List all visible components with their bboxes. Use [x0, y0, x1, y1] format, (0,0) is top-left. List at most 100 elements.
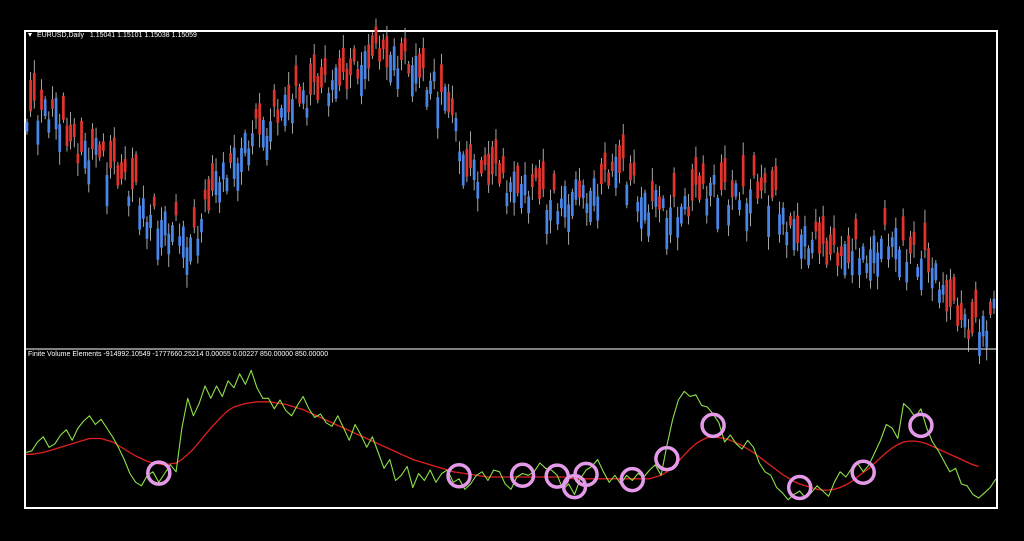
bull-candle [443, 86, 447, 111]
bear-candle [134, 154, 138, 182]
bear-candle [538, 167, 541, 199]
bull-candle [334, 67, 338, 99]
bear-candle [672, 172, 676, 197]
bear-candle [374, 26, 378, 44]
bear-candle [501, 156, 505, 173]
bull-candle [589, 190, 592, 222]
bull-candle [280, 108, 283, 118]
bull-candle [240, 148, 243, 172]
bear-candle [207, 179, 211, 211]
bull-candle [563, 186, 567, 218]
bear-candle [901, 216, 905, 241]
bull-candle [251, 133, 254, 147]
bear-candle [400, 43, 403, 60]
bear-candle [320, 67, 323, 88]
bull-candle [596, 196, 600, 221]
bear-candle [909, 236, 912, 254]
bear-candle [469, 144, 472, 169]
bull-candle [410, 65, 414, 97]
bull-candle [200, 219, 203, 233]
bull-candle [283, 94, 287, 126]
bear-candle [490, 146, 494, 175]
crossing-marker [786, 474, 813, 501]
bull-candle [138, 205, 142, 230]
bull-candle [843, 244, 847, 276]
bull-candle [592, 178, 596, 206]
bull-candle [545, 210, 549, 234]
bull-candle [792, 218, 796, 251]
bear-candle [541, 161, 545, 190]
bear-candle [912, 231, 916, 245]
bear-candle [600, 163, 603, 184]
bull-candle [178, 236, 182, 246]
bull-candle [305, 108, 309, 118]
bull-candle [523, 174, 527, 196]
bull-candle [887, 246, 890, 260]
ohlc-label: 1.15041 1.15101 1.15038 1.15059 [89, 32, 197, 39]
bull-candle [799, 234, 803, 259]
bear-candle [32, 73, 36, 101]
bull-candle [414, 56, 418, 84]
bull-candle [669, 207, 672, 236]
bull-candle [938, 289, 941, 303]
crossing-marker [146, 460, 172, 486]
bull-candle [221, 162, 225, 180]
bear-candle [945, 280, 949, 312]
bear-candle [632, 162, 636, 176]
bear-candle [694, 157, 698, 185]
bull-candle [738, 200, 741, 210]
bear-candle [796, 215, 800, 244]
crossing-marker [509, 462, 536, 488]
bull-candle [872, 235, 876, 264]
bull-candle [145, 222, 149, 239]
bear-candle [690, 169, 694, 201]
bear-candle [450, 98, 454, 116]
crossing-marker [908, 412, 934, 439]
bear-candle [465, 149, 469, 177]
bear-candle [298, 86, 302, 104]
bear-candle [378, 48, 381, 62]
bear-candle [440, 64, 443, 92]
bear-candle [759, 177, 763, 191]
bear-candle [112, 137, 116, 162]
bull-candle [861, 246, 865, 260]
collapse-triangle-icon[interactable] [28, 33, 32, 38]
bear-candle [40, 89, 43, 110]
bear-candle [789, 215, 792, 226]
bull-candle [432, 71, 436, 82]
bull-candle [54, 98, 58, 130]
bull-candle [919, 258, 923, 290]
bear-candle [203, 189, 207, 200]
bear-candle [294, 65, 298, 86]
fve-line [25, 369, 997, 501]
bull-candle [734, 183, 738, 197]
bull-candle [232, 147, 236, 179]
bear-candle [91, 128, 94, 150]
bear-candle [756, 181, 760, 199]
bull-candle [894, 228, 898, 260]
bear-candle [403, 38, 407, 52]
bear-candle [552, 173, 556, 191]
bull-candle [520, 184, 523, 208]
bear-candle [483, 155, 487, 165]
bear-candle [276, 109, 280, 123]
bull-candle [218, 182, 222, 203]
bear-candle [309, 63, 312, 95]
bear-candle [974, 289, 978, 318]
indicator-caption: Finite Volume Elements -914992.10549 -17… [28, 351, 329, 358]
bear-candle [498, 163, 501, 184]
bear-candle [345, 68, 349, 89]
bear-candle [98, 144, 102, 158]
bull-candle [301, 90, 305, 104]
bull-candle [992, 298, 996, 309]
bull-candle [127, 196, 131, 206]
price-caption: EURUSD,Daily 1.15041 1.15101 1.15038 1.1… [28, 32, 197, 40]
bull-candle [509, 182, 512, 192]
bull-candle [269, 121, 272, 142]
bear-candle [370, 35, 374, 56]
bull-candle [916, 267, 920, 277]
bull-candle [898, 249, 901, 278]
crossing-marker [619, 466, 645, 493]
bull-candle [876, 252, 880, 277]
